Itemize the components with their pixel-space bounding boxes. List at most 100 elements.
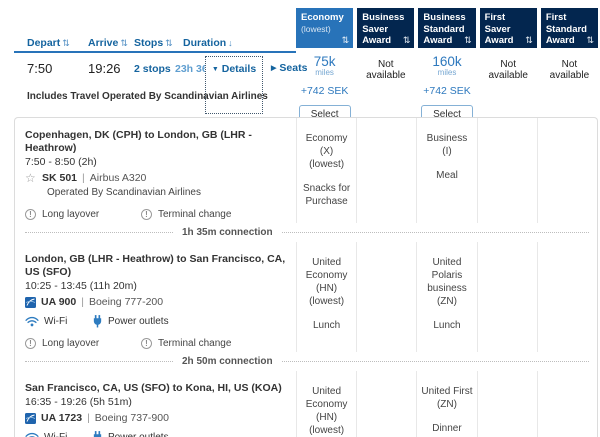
stops-link[interactable]: 2 stops bbox=[134, 63, 171, 75]
long-layover-warning: ! Long layover bbox=[25, 338, 141, 349]
segment-2-business-standard-cell: United Polaris business (ZN) Lunch bbox=[416, 242, 476, 352]
tab-business-standard-award[interactable]: Business Standard Award ⇅ bbox=[418, 8, 476, 48]
segment-times: 7:50 - 8:50 (2h) bbox=[25, 156, 97, 168]
flight-details-card: Copenhagen, DK (CPH) to London, GB (LHR … bbox=[14, 117, 598, 437]
segment-1-first-saver-cell bbox=[476, 118, 537, 223]
dotted-divider bbox=[25, 232, 173, 233]
wifi-icon bbox=[25, 316, 39, 327]
details-button[interactable]: ▼ Details bbox=[205, 56, 263, 114]
meal-service: Meal bbox=[436, 170, 458, 181]
tab-business-saver-label: Business Saver Award bbox=[362, 12, 405, 47]
aircraft-type: Airbus A320 bbox=[89, 172, 147, 184]
not-available-label: Not available bbox=[366, 59, 406, 81]
cabin-class: United Economy (HN) (lowest) bbox=[305, 386, 348, 436]
tab-economy[interactable]: Economy (lowest) ⇅ bbox=[296, 8, 354, 48]
fare-business-standard: 160k miles +742 SEK Select bbox=[418, 55, 475, 124]
connection-label: 2h 50m connection bbox=[182, 356, 273, 367]
fare-first-standard: Not available bbox=[541, 55, 598, 124]
tab-economy-sub: (lowest) bbox=[301, 23, 331, 34]
segment-3-economy-cell: United Economy (HN) (lowest) Meals for p… bbox=[296, 371, 356, 437]
sort-bar: Depart ⇅ Arrive ⇅ Stops ⇅ Duration ↓ bbox=[0, 37, 296, 51]
sort-duration[interactable]: Duration ↓ bbox=[183, 37, 233, 49]
terminal-change-warning: ! Terminal change bbox=[141, 338, 231, 349]
connection-2: 2h 50m connection bbox=[15, 352, 597, 371]
sort-stops[interactable]: Stops ⇅ bbox=[134, 37, 173, 49]
sort-icon: ⇅ bbox=[402, 35, 411, 46]
power-outlets-amenity: Power outlets bbox=[92, 314, 169, 328]
operated-by-note: Includes Travel Operated By Scandinavian… bbox=[27, 91, 268, 102]
tab-business-saver-award[interactable]: Business Saver Award ⇅ bbox=[357, 8, 415, 48]
star-outline-icon: ☆ bbox=[25, 171, 36, 185]
segment-route: Copenhagen, DK (CPH) to London, GB (LHR … bbox=[25, 129, 252, 154]
connection-label: 1h 35m connection bbox=[182, 227, 273, 238]
segment-route: London, GB (LHR - Heathrow) to San Franc… bbox=[25, 253, 286, 278]
segment-route: San Francisco, CA, US (SFO) to Kona, HI,… bbox=[25, 382, 282, 394]
tab-first-saver-award[interactable]: First Saver Award ⇅ bbox=[479, 8, 537, 48]
dotted-divider bbox=[281, 232, 589, 233]
aircraft-type: Boeing 777-200 bbox=[88, 296, 164, 308]
wifi-icon bbox=[25, 432, 39, 437]
depart-time: 7:50 bbox=[27, 61, 53, 76]
tab-business-standard-label: Business Standard Award bbox=[423, 12, 466, 47]
chevron-right-icon: ▶ bbox=[271, 65, 277, 72]
segment-3-business-standard-cell: United First (ZN) Dinner bbox=[416, 371, 476, 437]
segment-3-first-saver-cell bbox=[476, 371, 537, 437]
fare-first-saver: Not available bbox=[480, 55, 537, 124]
power-plug-icon bbox=[92, 314, 103, 328]
tab-economy-label: Economy bbox=[301, 12, 344, 23]
dotted-divider bbox=[281, 361, 589, 362]
cabin-class: United First (ZN) bbox=[421, 386, 473, 410]
sort-icon: ⇅ bbox=[165, 38, 173, 48]
segment-3-first-standard-cell bbox=[536, 371, 597, 437]
pipe-divider: | bbox=[81, 296, 84, 308]
warning-icon: ! bbox=[25, 338, 36, 349]
sort-icon: ⇅ bbox=[62, 38, 70, 48]
aircraft-type: Boeing 737-900 bbox=[94, 412, 169, 424]
sort-depart[interactable]: Depart ⇅ bbox=[27, 37, 70, 49]
segment-times: 16:35 - 19:26 (5h 51m) bbox=[25, 396, 132, 408]
fare-class-header: Economy (lowest) ⇅ Business Saver Award … bbox=[296, 8, 599, 48]
header-divider bbox=[14, 51, 296, 53]
fare-economy: 75k miles +742 SEK Select bbox=[296, 55, 353, 124]
sort-icon: ⇅ bbox=[341, 35, 350, 46]
meal-service: Lunch bbox=[433, 320, 461, 331]
flight-number: SK 501 bbox=[42, 172, 78, 184]
segment-times: 10:25 - 13:45 (11h 20m) bbox=[25, 280, 137, 292]
tab-first-standard-label: First Standard Award bbox=[545, 12, 587, 47]
fare-price-row: 75k miles +742 SEK Select Not available … bbox=[296, 55, 598, 124]
cabin-class: United Polaris business (ZN) bbox=[427, 257, 467, 307]
fare-business-saver: Not available bbox=[357, 55, 414, 124]
segment-2: London, GB (LHR - Heathrow) to San Franc… bbox=[15, 242, 296, 352]
seats-button[interactable]: ▶ Seats bbox=[271, 62, 308, 74]
miles-value: 75k bbox=[313, 54, 336, 69]
long-layover-warning: ! Long layover bbox=[25, 209, 141, 220]
sort-arrive[interactable]: Arrive ⇅ bbox=[88, 37, 128, 49]
not-available-label: Not available bbox=[549, 59, 590, 81]
miles-unit: miles bbox=[315, 68, 334, 77]
miles-value: 160k bbox=[432, 54, 462, 69]
pipe-divider: | bbox=[87, 412, 90, 424]
arrive-time: 19:26 bbox=[88, 61, 121, 76]
wifi-amenity: Wi-Fi bbox=[25, 432, 81, 437]
meal-service: Snacks for Purchase bbox=[302, 183, 351, 207]
tab-first-standard-award[interactable]: First Standard Award ⇅ bbox=[540, 8, 599, 48]
tab-first-saver-label: First Saver Award bbox=[484, 12, 514, 47]
fee-value: +742 SEK bbox=[423, 85, 471, 97]
meal-service: Dinner bbox=[432, 423, 462, 434]
segment-1: Copenhagen, DK (CPH) to London, GB (LHR … bbox=[15, 118, 296, 223]
meal-service: Lunch bbox=[312, 320, 341, 331]
pipe-divider: | bbox=[82, 172, 85, 184]
segment-2-economy-cell: United Economy (HN) (lowest) Lunch bbox=[296, 242, 356, 352]
segment-1-first-standard-cell bbox=[536, 118, 597, 223]
sort-icon: ⇅ bbox=[120, 38, 128, 48]
chevron-down-icon: ▼ bbox=[211, 66, 219, 73]
fee-value: +742 SEK bbox=[300, 85, 349, 97]
operated-by-label: Operated By Scandinavian Airlines bbox=[47, 187, 201, 198]
segment-1-business-standard-cell: Business (I) Meal bbox=[416, 118, 476, 223]
dotted-divider bbox=[25, 361, 173, 362]
miles-unit: miles bbox=[437, 68, 457, 77]
segment-2-first-saver-cell bbox=[476, 242, 537, 352]
segment-3: San Francisco, CA, US (SFO) to Kona, HI,… bbox=[15, 371, 296, 437]
sort-icon: ⇅ bbox=[586, 35, 595, 46]
segment-1-business-saver-cell bbox=[356, 118, 416, 223]
